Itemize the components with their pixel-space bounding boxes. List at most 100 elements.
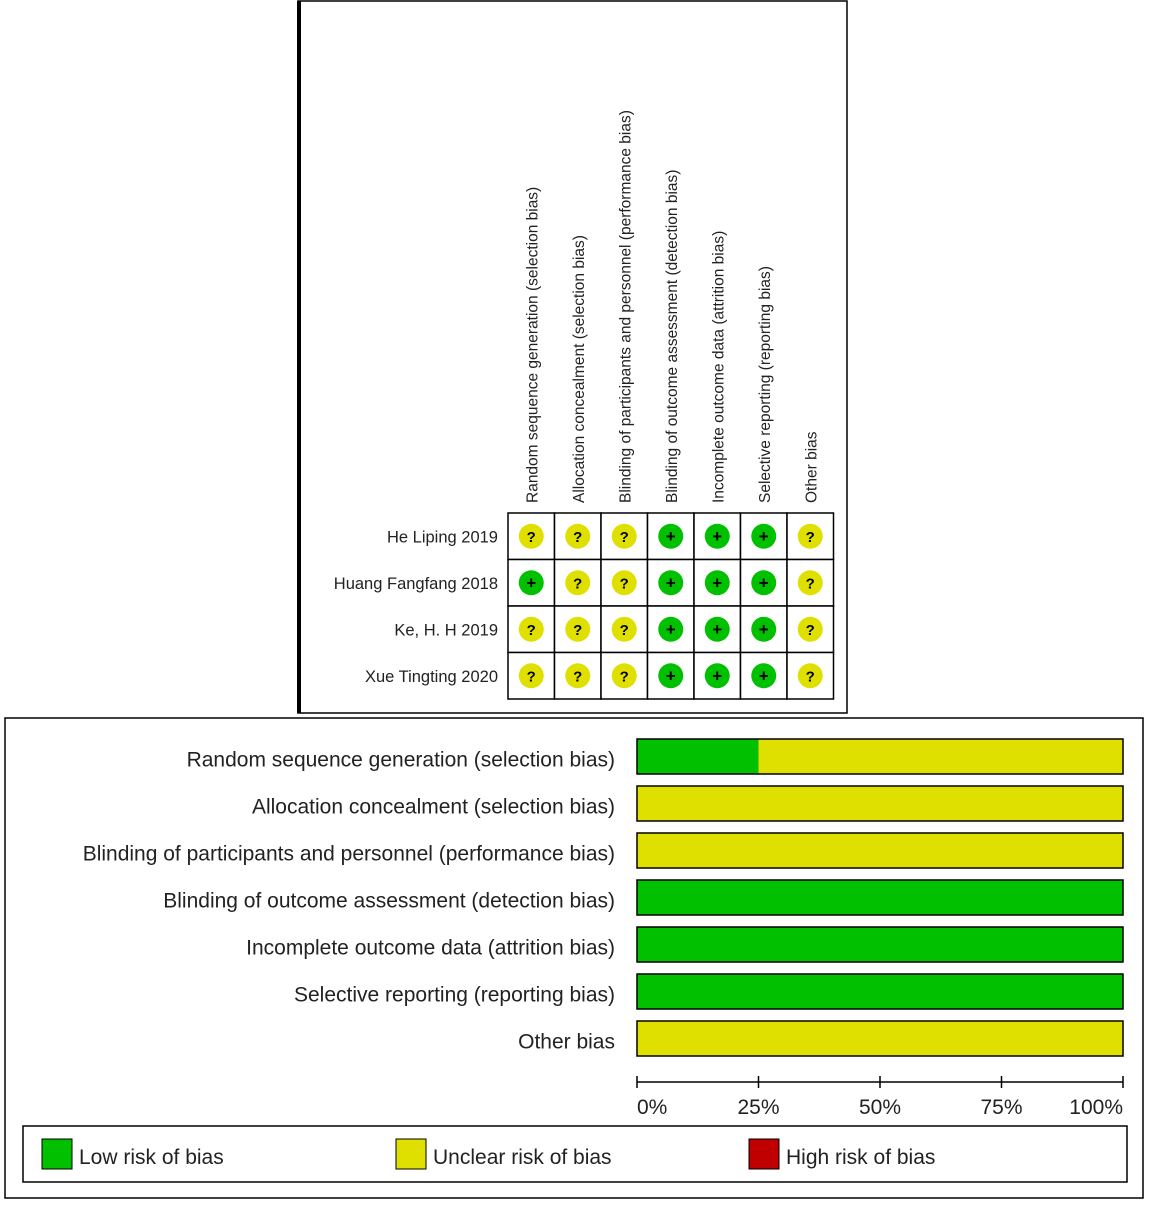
bar-outline	[636, 926, 1124, 963]
domain-header: Other bias	[803, 431, 820, 503]
bar-outline	[636, 879, 1124, 916]
judgement-symbol: ?	[806, 622, 815, 639]
study-label: Xue Tingting 2020	[365, 668, 498, 686]
legend-swatch-unclear	[395, 1138, 427, 1170]
judgement-symbol: +	[712, 666, 722, 685]
judgement-symbol: ?	[527, 529, 536, 546]
judgement-dot-unclear	[611, 616, 637, 642]
bar-outline	[636, 785, 1124, 822]
x-tick-label: 100%	[1069, 1096, 1123, 1119]
judgement-symbol: +	[712, 620, 722, 639]
judgement-symbol: ?	[620, 622, 629, 639]
legend-swatch-low	[41, 1138, 73, 1170]
judgement-dot-low	[751, 663, 777, 689]
domain-header: Random sequence generation (selection bi…	[524, 187, 541, 503]
judgement-dot-low	[751, 570, 777, 596]
judgement-symbol: +	[666, 620, 676, 639]
judgement-symbol: ?	[527, 668, 536, 685]
bar-segment-low	[637, 880, 1123, 915]
study-label: Huang Fangfang 2018	[334, 575, 498, 593]
judgement-symbol: ?	[806, 529, 815, 546]
risk-of-bias-summary: Random sequence generation (selection bi…	[297, 0, 848, 714]
judgement-dot-low	[658, 523, 684, 549]
legend-box	[22, 1125, 1128, 1183]
judgement-symbol: ?	[527, 622, 536, 639]
judgement-dot-unclear	[611, 523, 637, 549]
bar-outline	[636, 832, 1124, 869]
bar-segment-unclear	[637, 786, 1123, 821]
judgement-dot-low	[704, 570, 730, 596]
judgement-dot-unclear	[797, 616, 823, 642]
judgement-symbol: +	[759, 527, 769, 546]
judgement-dot-unclear	[611, 663, 637, 689]
bar-segment-low	[637, 739, 759, 774]
judgement-dot-unclear	[518, 523, 544, 549]
bar-segment-unclear	[758, 739, 1123, 774]
category-label: Allocation concealment (selection bias)	[252, 796, 615, 819]
judgement-symbol: ?	[620, 575, 629, 592]
judgement-symbol: ?	[573, 529, 582, 546]
judgement-symbol: ?	[573, 668, 582, 685]
domain-header: Blinding of participants and personnel (…	[617, 110, 634, 503]
judgement-dot-unclear	[565, 663, 591, 689]
judgement-dot-unclear	[565, 616, 591, 642]
bar-outline	[636, 973, 1124, 1010]
bar-segment-low	[637, 974, 1123, 1009]
judgement-dot-unclear	[518, 616, 544, 642]
legend-label-high: High risk of bias	[786, 1146, 935, 1169]
judgement-dot-low	[658, 663, 684, 689]
judgement-symbol: ?	[620, 668, 629, 685]
study-label: Ke, H. H 2019	[394, 621, 498, 639]
judgement-dot-unclear	[565, 523, 591, 549]
judgement-dot-unclear	[565, 570, 591, 596]
judgement-symbol: ?	[573, 575, 582, 592]
judgement-dot-unclear	[797, 663, 823, 689]
x-tick-label: 75%	[980, 1096, 1022, 1119]
judgement-dot-unclear	[611, 570, 637, 596]
judgement-dot-low	[658, 570, 684, 596]
legend-swatch-high	[748, 1138, 780, 1170]
category-label: Blinding of outcome assessment (detectio…	[163, 890, 615, 913]
judgement-symbol: +	[526, 573, 536, 592]
judgement-dot-low	[704, 523, 730, 549]
domain-header: Allocation concealment (selection bias)	[571, 235, 588, 503]
category-label: Selective reporting (reporting bias)	[294, 984, 615, 1007]
judgement-symbol: ?	[573, 622, 582, 639]
study-label: He Liping 2019	[387, 528, 498, 546]
judgement-dot-unclear	[797, 570, 823, 596]
judgement-dot-low	[704, 663, 730, 689]
x-tick-label: 25%	[737, 1096, 779, 1119]
bar-outline	[636, 1020, 1124, 1057]
judgement-dot-low	[518, 570, 544, 596]
bar-segment-unclear	[637, 833, 1123, 868]
legend-label-low: Low risk of bias	[79, 1146, 224, 1169]
judgement-symbol: +	[666, 666, 676, 685]
judgement-symbol: ?	[806, 668, 815, 685]
domain-header: Selective reporting (reporting bias)	[757, 266, 774, 503]
x-tick-label: 0%	[637, 1096, 667, 1119]
category-label: Other bias	[518, 1031, 615, 1054]
domain-header: Blinding of outcome assessment (detectio…	[664, 170, 681, 503]
summary-cell	[507, 558, 556, 607]
risk-of-bias-graph: Random sequence generation (selection bi…	[0, 712, 1151, 1208]
judgement-dot-low	[751, 523, 777, 549]
risk-of-bias-graph-chart: Random sequence generation (selection bi…	[4, 717, 1144, 1199]
risk-of-bias-summary-chart: Random sequence generation (selection bi…	[297, 0, 848, 714]
domain-header: Incomplete outcome data (attrition bias)	[710, 231, 727, 503]
legend-label-unclear: Unclear risk of bias	[433, 1146, 612, 1169]
category-label: Random sequence generation (selection bi…	[187, 749, 615, 772]
x-tick-label: 50%	[859, 1096, 901, 1119]
bar-segment-low	[637, 927, 1123, 962]
judgement-dot-low	[658, 616, 684, 642]
judgement-symbol: ?	[806, 575, 815, 592]
judgement-dot-unclear	[797, 523, 823, 549]
bar-outline	[636, 738, 1124, 775]
judgement-symbol: +	[759, 573, 769, 592]
judgement-dot-unclear	[518, 663, 544, 689]
judgement-symbol: +	[759, 666, 769, 685]
judgement-symbol: +	[759, 620, 769, 639]
bar-segment-unclear	[637, 1021, 1123, 1056]
category-label: Incomplete outcome data (attrition bias)	[246, 937, 615, 960]
judgement-symbol: +	[712, 527, 722, 546]
judgement-dot-low	[751, 616, 777, 642]
